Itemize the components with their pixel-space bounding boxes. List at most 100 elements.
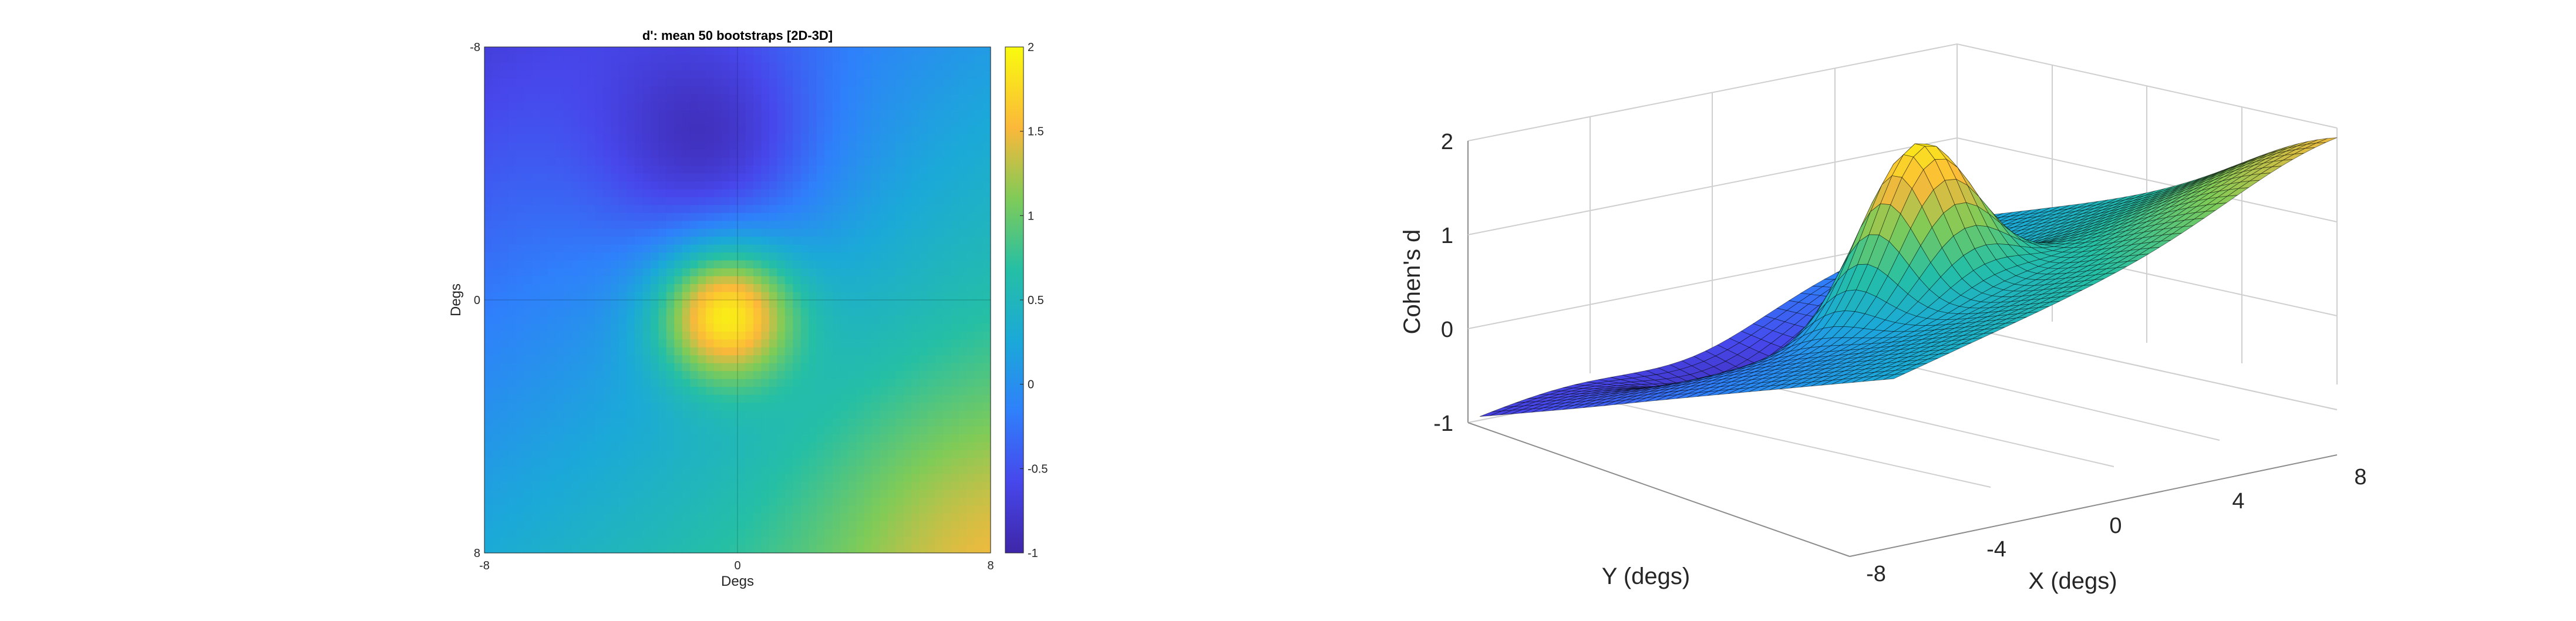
heatmap-cell xyxy=(484,513,493,522)
heatmap-cell xyxy=(793,252,802,261)
heatmap-cell xyxy=(563,260,572,269)
heatmap-cell xyxy=(871,118,881,127)
heatmap-cell xyxy=(658,212,667,221)
heatmap-cell xyxy=(713,70,722,79)
heatmap-cell xyxy=(935,481,944,490)
heatmap-cell xyxy=(627,157,635,166)
heatmap-cell xyxy=(935,276,944,285)
heatmap-cell xyxy=(816,410,825,419)
heatmap-cell xyxy=(800,276,809,285)
heatmap-cell xyxy=(500,141,509,150)
heatmap-cell xyxy=(816,537,825,546)
heatmap-cell xyxy=(777,102,786,111)
heatmap-cell xyxy=(880,197,888,205)
heatmap-cell xyxy=(880,331,888,340)
heatmap-cell xyxy=(887,205,896,214)
heatmap-cell xyxy=(967,197,975,205)
heatmap-cell xyxy=(793,181,802,190)
heatmap-cell xyxy=(951,94,959,103)
heatmap-cell xyxy=(484,173,493,182)
heatmap-cell xyxy=(824,521,833,530)
heatmap-cell xyxy=(634,268,643,277)
heatmap-cell xyxy=(722,363,730,372)
heatmap-cell xyxy=(698,260,706,269)
heatmap-cell xyxy=(951,347,959,356)
heatmap-cell xyxy=(777,315,786,325)
heatmap-cell xyxy=(595,363,604,372)
heatmap-cell xyxy=(698,276,706,285)
heatmap-cell xyxy=(840,379,849,387)
heatmap-cell xyxy=(959,141,968,150)
heatmap-cell xyxy=(816,237,825,245)
heatmap-cell xyxy=(729,481,738,490)
heatmap-cell xyxy=(793,505,802,514)
heatmap-cell xyxy=(856,513,865,522)
heatmap-cell xyxy=(540,221,548,230)
heatmap-cell xyxy=(658,173,667,182)
heatmap-cell xyxy=(809,371,817,380)
heatmap-cell xyxy=(832,70,841,79)
heatmap-cell xyxy=(911,181,920,190)
heatmap-cell xyxy=(611,70,619,79)
heatmap-cell xyxy=(650,300,659,309)
heatmap-cell xyxy=(880,252,888,261)
heatmap-cell xyxy=(943,379,952,387)
heatmap-cell xyxy=(895,205,904,214)
heatmap-cell xyxy=(761,308,770,316)
heatmap-cell xyxy=(603,331,612,340)
heatmap-cell xyxy=(793,513,802,522)
heatmap-cell xyxy=(666,521,675,530)
heatmap-cell xyxy=(753,141,762,150)
heatmap-cell xyxy=(975,47,984,56)
heatmap-cell xyxy=(793,268,802,277)
heatmap-cell xyxy=(484,141,493,150)
heatmap-cell xyxy=(975,94,984,103)
heatmap-cell xyxy=(800,300,809,309)
heatmap-cell xyxy=(856,252,865,261)
heatmap-cell xyxy=(729,86,738,95)
heatmap-cell xyxy=(674,394,683,403)
heatmap-cell xyxy=(587,497,596,506)
heatmap-cell xyxy=(856,110,865,119)
heatmap-cell xyxy=(911,205,920,214)
heatmap-cell xyxy=(903,481,912,490)
heatmap-cell xyxy=(840,70,849,79)
heatmap-cell xyxy=(800,355,809,364)
heatmap-cell xyxy=(713,173,722,182)
heatmap-cell xyxy=(745,497,754,506)
heatmap-cell xyxy=(856,292,865,301)
heatmap-cell xyxy=(587,458,596,467)
heatmap-cell xyxy=(722,315,730,325)
heatmap-cell xyxy=(856,371,865,380)
heatmap-cell xyxy=(547,529,556,538)
heatmap-cell xyxy=(864,141,873,150)
heatmap-cell xyxy=(832,47,841,56)
heatmap-cell xyxy=(903,505,912,514)
heatmap-cell xyxy=(587,276,596,285)
heatmap-cell xyxy=(587,419,596,427)
heatmap-cell xyxy=(618,86,628,95)
heatmap-cell xyxy=(674,134,683,143)
heatmap-cell xyxy=(713,394,722,403)
heatmap-cell xyxy=(919,308,928,316)
heatmap-cell xyxy=(769,110,777,119)
heatmap-cell xyxy=(959,308,968,316)
heatmap-cell xyxy=(547,410,556,419)
heatmap-cell xyxy=(745,434,754,443)
heatmap-cell xyxy=(848,308,857,316)
heatmap-cell xyxy=(579,189,588,198)
heatmap-cell xyxy=(516,228,524,237)
heatmap-cell xyxy=(650,521,659,530)
heatmap-cell xyxy=(571,157,580,166)
heatmap-cell xyxy=(967,181,975,190)
heatmap-cell xyxy=(571,173,580,182)
heatmap-cell xyxy=(895,94,904,103)
heatmap-cell xyxy=(713,442,722,451)
heatmap-cell xyxy=(500,55,509,63)
heatmap-cell xyxy=(611,244,619,253)
heatmap-cell xyxy=(595,434,604,443)
heatmap-cell xyxy=(579,244,588,253)
heatmap-cell xyxy=(967,315,975,325)
heatmap-cell xyxy=(880,221,888,230)
heatmap-cell xyxy=(880,339,888,348)
